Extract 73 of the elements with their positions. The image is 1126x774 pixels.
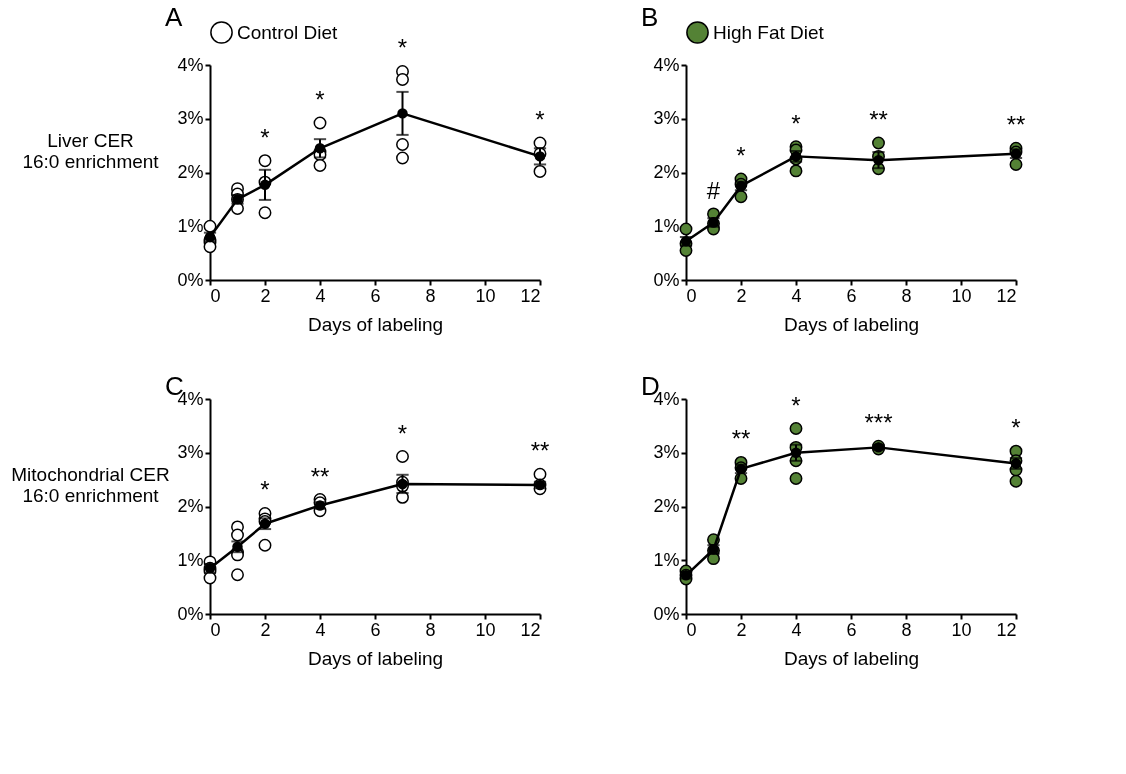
x-tick-label: 0 <box>686 285 697 306</box>
y-tick-label: 0% <box>653 603 680 624</box>
x-tick-label: 8 <box>901 619 912 640</box>
x-tick-label: 8 <box>425 285 436 306</box>
annotation: * <box>791 391 801 419</box>
y-tick-label: 2% <box>177 162 204 182</box>
y-axis-title: Liver CER 16:0 enrichment <box>22 129 160 172</box>
y-tick-label: 4% <box>653 54 680 75</box>
annotation: * <box>791 109 801 137</box>
annotation: * <box>260 123 270 151</box>
y-tick-label: 1% <box>653 549 680 570</box>
legend-label: High Fat Diet <box>713 21 825 43</box>
x-tick-label: 0 <box>210 285 221 306</box>
y-tick-label: 3% <box>653 442 680 463</box>
annotation: ** <box>1006 111 1026 139</box>
annotation: * <box>260 476 270 504</box>
y-tick-label: 4% <box>177 54 204 75</box>
x-tick-label: 4 <box>791 285 802 306</box>
annotation: ** <box>310 462 330 490</box>
y-tick-label: 3% <box>653 108 680 129</box>
chart-title: B <box>641 2 659 32</box>
y-tick-label: 2% <box>653 496 680 516</box>
annotation: * <box>397 34 408 62</box>
x-tick-label: 12 <box>520 619 541 640</box>
y-axis-title: Mitochondrial CER 16:0 enrichment <box>11 463 170 506</box>
y-tick-label: 1% <box>653 215 680 236</box>
chart-title: A <box>165 2 183 32</box>
y-tick-label: 2% <box>177 496 204 516</box>
x-axis-title: Days of labeling <box>307 647 444 669</box>
y-tick-label: 1% <box>177 215 204 236</box>
y-tick-label: 0% <box>177 603 204 624</box>
x-tick-label: 6 <box>370 285 381 306</box>
annotation: ** <box>869 105 888 133</box>
annotation: ** <box>530 437 550 465</box>
x-tick-label: 10 <box>475 285 496 306</box>
x-tick-label: 2 <box>260 619 271 640</box>
y-tick-label: 2% <box>653 162 680 182</box>
x-tick-label: 2 <box>260 285 271 306</box>
x-axis-title: Days of labeling <box>783 647 920 669</box>
x-tick-label: 8 <box>425 619 436 640</box>
x-tick-label: 6 <box>370 619 381 640</box>
x-tick-label: 2 <box>736 285 747 306</box>
annotation: # <box>706 176 721 204</box>
x-tick-label: 10 <box>475 619 496 640</box>
annotation: * <box>535 105 545 133</box>
y-tick-label: 3% <box>177 108 204 129</box>
x-tick-label: 12 <box>996 619 1017 640</box>
annotation: * <box>736 141 746 169</box>
x-axis-title: Days of labeling <box>783 313 920 335</box>
x-tick-label: 12 <box>520 285 541 306</box>
annotation: * <box>315 86 325 114</box>
y-tick-label: 1% <box>177 549 204 570</box>
x-tick-label: 0 <box>210 619 221 640</box>
x-tick-label: 12 <box>996 285 1017 306</box>
annotation: *** <box>864 409 893 437</box>
annotation: * <box>1011 414 1021 442</box>
annotation: * <box>397 419 408 447</box>
y-tick-label: 3% <box>177 442 204 463</box>
x-tick-label: 8 <box>901 285 912 306</box>
x-tick-label: 10 <box>951 619 972 640</box>
legend-label: Control Diet <box>237 21 339 43</box>
y-tick-label: 0% <box>177 269 204 290</box>
x-tick-label: 10 <box>951 285 972 306</box>
x-tick-label: 6 <box>846 285 857 306</box>
x-tick-label: 4 <box>315 285 326 306</box>
x-tick-label: 2 <box>736 619 747 640</box>
x-tick-label: 6 <box>846 619 857 640</box>
y-tick-label: 0% <box>653 269 680 290</box>
x-tick-label: 4 <box>791 619 802 640</box>
x-axis-title: Days of labeling <box>307 313 444 335</box>
x-tick-label: 0 <box>686 619 697 640</box>
annotation: ** <box>731 425 751 453</box>
x-tick-label: 4 <box>315 619 326 640</box>
